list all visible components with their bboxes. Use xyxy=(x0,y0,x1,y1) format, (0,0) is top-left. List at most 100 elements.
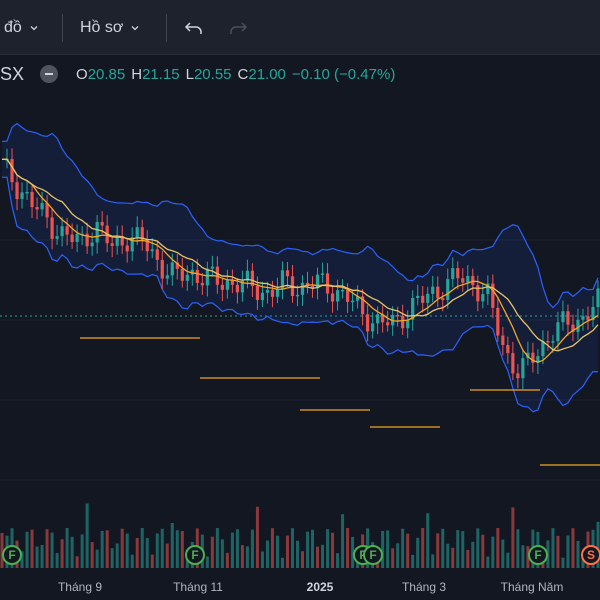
candle-body xyxy=(310,286,315,289)
candle-body xyxy=(350,300,355,303)
bollinger-upper-line xyxy=(1,122,599,309)
candle-body xyxy=(361,296,365,315)
volume-bar xyxy=(411,554,415,568)
redo-icon xyxy=(230,22,248,34)
volume-bar xyxy=(220,539,224,568)
candle-body xyxy=(120,236,124,246)
candle-body xyxy=(170,262,174,276)
candle-body xyxy=(210,266,214,269)
volume-bar xyxy=(576,540,580,568)
volume-bar xyxy=(255,506,259,568)
undo-icon xyxy=(184,22,202,34)
price-chart[interactable] xyxy=(0,90,600,570)
volume-bar xyxy=(331,532,335,568)
low-key: L xyxy=(185,65,194,83)
volume-bar xyxy=(225,552,229,568)
candle-body xyxy=(325,273,330,294)
close-key: C xyxy=(237,65,249,83)
candle-body xyxy=(300,282,305,295)
candle-body xyxy=(10,159,14,183)
candle-body xyxy=(596,288,600,307)
volume-bar xyxy=(90,542,94,568)
volume-bar xyxy=(290,528,294,568)
volume-bar xyxy=(275,535,279,568)
volume-bar xyxy=(341,514,345,568)
volume-bar xyxy=(125,533,129,568)
profile-label: Hồ sơ xyxy=(80,19,124,36)
ma-slow-line xyxy=(1,158,599,352)
candle-body xyxy=(566,311,570,325)
volume-bar xyxy=(155,533,159,568)
chevron-down-icon xyxy=(131,26,139,31)
volume-bar xyxy=(451,547,455,568)
event-marker-f[interactable]: F xyxy=(363,545,383,565)
volume-bar xyxy=(466,549,470,568)
volume-bar xyxy=(235,529,239,568)
volume-bar xyxy=(506,552,510,568)
volume-bar xyxy=(175,530,179,568)
change-value: −0.10 (−0.47%) xyxy=(291,65,396,83)
high-value: 21.15 xyxy=(142,65,180,83)
volume-bar xyxy=(100,530,104,568)
event-marker-f[interactable]: F xyxy=(185,545,205,565)
candle-body xyxy=(65,226,69,235)
candle-body xyxy=(90,242,94,247)
volume-bar xyxy=(386,530,390,568)
candle-body xyxy=(355,296,360,301)
event-marker-s[interactable]: S xyxy=(581,545,600,565)
candle-body xyxy=(411,297,415,320)
volume-bar xyxy=(170,523,174,568)
volume-bar xyxy=(115,543,119,568)
volume-bar xyxy=(571,528,575,568)
candle-body xyxy=(366,314,370,332)
redo-button[interactable] xyxy=(228,18,248,38)
candle-body xyxy=(275,288,280,297)
volume-bar xyxy=(326,529,330,568)
symbol-label[interactable]: SX xyxy=(0,63,25,84)
volume-bar xyxy=(135,537,139,568)
candle-body xyxy=(371,323,375,332)
candle-body xyxy=(521,358,525,379)
candle-body xyxy=(255,285,260,301)
volume-bar xyxy=(526,546,530,568)
candle-body xyxy=(591,306,595,321)
event-marker-f[interactable]: F xyxy=(528,545,548,565)
candle-body xyxy=(150,249,154,252)
candle-body xyxy=(25,191,29,194)
volume-bar xyxy=(461,531,465,568)
volume-bar xyxy=(180,531,184,568)
collapse-legend-button[interactable] xyxy=(40,65,59,83)
volume-bar xyxy=(431,554,435,568)
candle-body xyxy=(320,273,325,275)
candle-body xyxy=(381,314,385,323)
volume-bar xyxy=(210,536,214,568)
candle-body xyxy=(40,203,44,210)
volume-bar xyxy=(406,533,410,568)
volume-bar xyxy=(441,528,445,568)
candle-body xyxy=(270,289,275,297)
volume-bar xyxy=(316,546,320,568)
candle-body xyxy=(180,268,184,281)
close-value: 21.00 xyxy=(248,65,286,83)
candle-body xyxy=(426,293,430,303)
volume-bar xyxy=(215,528,219,568)
volume-bar xyxy=(85,503,89,568)
candle-body xyxy=(235,284,239,293)
profile-dropdown[interactable]: Hồ sơ xyxy=(80,18,139,38)
candle-body xyxy=(571,324,575,332)
volume-bar xyxy=(566,535,570,568)
volume-bar xyxy=(311,529,315,568)
candle-body xyxy=(376,314,380,324)
chart-type-dropdown[interactable]: đồ xyxy=(4,18,38,38)
candle-body xyxy=(551,341,555,343)
volume-bar xyxy=(165,543,169,568)
event-marker-f[interactable]: F xyxy=(2,545,22,565)
candle-body xyxy=(476,285,480,302)
undo-button[interactable] xyxy=(184,18,204,38)
candle-body xyxy=(340,289,345,292)
candle-body xyxy=(561,311,565,323)
volume-bar xyxy=(306,531,310,568)
candle-body xyxy=(160,259,164,279)
volume-bar xyxy=(40,544,44,568)
volume-bar xyxy=(301,551,305,568)
